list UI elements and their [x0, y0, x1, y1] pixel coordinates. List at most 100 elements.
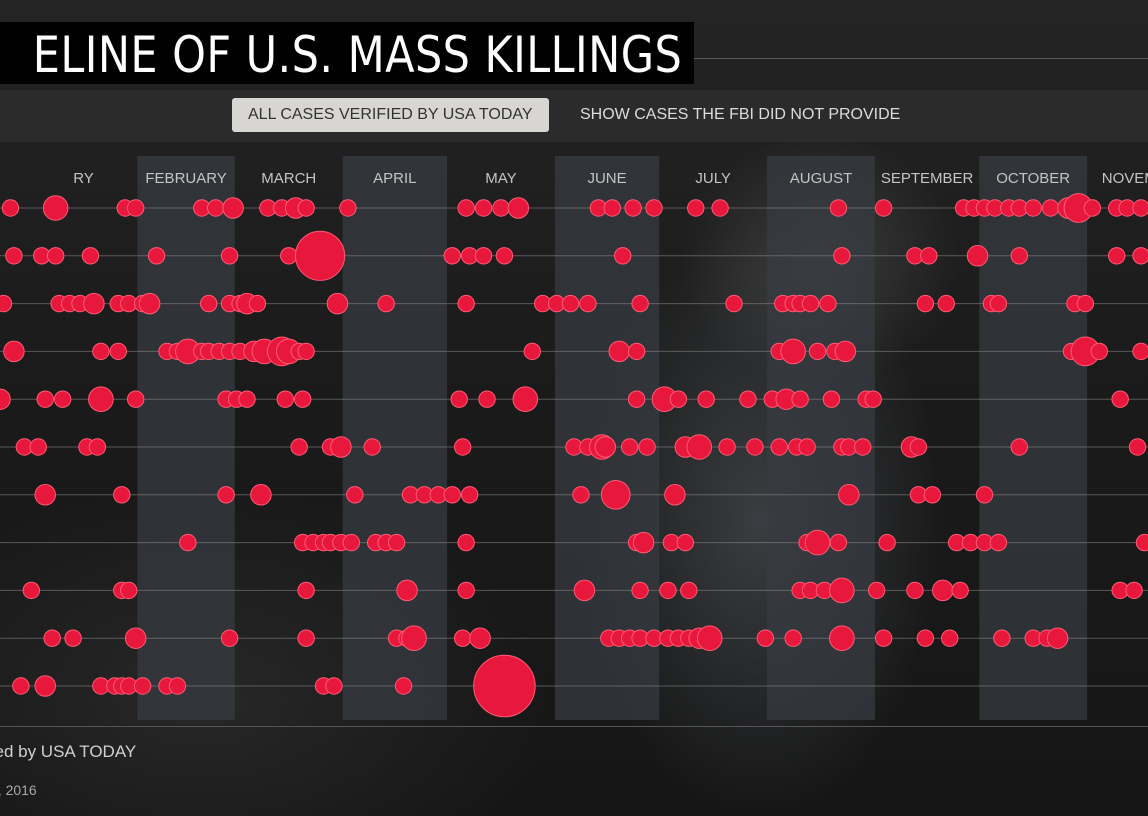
- incident-dot[interactable]: [1083, 199, 1102, 217]
- incident-dot[interactable]: [124, 627, 147, 649]
- incident-dot[interactable]: [53, 390, 72, 408]
- incident-dot[interactable]: [457, 294, 475, 313]
- incident-dot[interactable]: [941, 629, 959, 647]
- incident-dot[interactable]: [113, 486, 131, 504]
- incident-dot[interactable]: [492, 199, 510, 217]
- incident-dot[interactable]: [573, 579, 596, 602]
- incident-dot[interactable]: [594, 436, 617, 458]
- incident-dot[interactable]: [507, 197, 530, 219]
- incident-dot[interactable]: [443, 247, 461, 265]
- incident-dot[interactable]: [739, 390, 757, 408]
- incident-dot[interactable]: [686, 434, 713, 460]
- incident-dot[interactable]: [864, 390, 882, 408]
- incident-dot[interactable]: [457, 199, 475, 217]
- incident-dot[interactable]: [664, 484, 686, 506]
- incident-dot[interactable]: [168, 677, 187, 695]
- incident-dot[interactable]: [1041, 199, 1060, 217]
- incident-dot[interactable]: [923, 486, 942, 504]
- incident-dot[interactable]: [297, 581, 315, 600]
- incident-dot[interactable]: [457, 581, 475, 600]
- incident-dot[interactable]: [22, 581, 41, 600]
- incident-dot[interactable]: [1125, 581, 1143, 600]
- incident-dot[interactable]: [297, 199, 315, 217]
- incident-dot[interactable]: [819, 294, 837, 313]
- incident-dot[interactable]: [297, 342, 315, 361]
- incident-dot[interactable]: [34, 484, 56, 506]
- incident-dot[interactable]: [293, 390, 312, 408]
- incident-dot[interactable]: [325, 677, 343, 695]
- incident-dot[interactable]: [478, 390, 496, 408]
- incident-dot[interactable]: [874, 199, 893, 217]
- incident-dot[interactable]: [43, 629, 61, 647]
- incident-dot[interactable]: [725, 294, 743, 313]
- incident-dot[interactable]: [909, 438, 928, 456]
- incident-dot[interactable]: [248, 294, 267, 313]
- incident-dot[interactable]: [1010, 438, 1028, 456]
- incident-dot[interactable]: [780, 338, 806, 365]
- incident-dot[interactable]: [453, 438, 472, 456]
- incident-dot[interactable]: [937, 294, 955, 313]
- incident-dot[interactable]: [993, 629, 1011, 647]
- incident-dot[interactable]: [330, 436, 352, 458]
- incident-dot[interactable]: [0, 388, 11, 410]
- incident-dot[interactable]: [280, 247, 298, 265]
- incident-dot[interactable]: [676, 533, 695, 552]
- incident-dot[interactable]: [220, 629, 239, 647]
- incident-dot[interactable]: [572, 486, 590, 504]
- show-fbi-missing-cases-button[interactable]: SHOW CASES THE FBI DID NOT PROVIDE: [580, 106, 901, 123]
- incident-dot[interactable]: [1132, 247, 1148, 265]
- incident-dot[interactable]: [450, 390, 468, 408]
- incident-dot[interactable]: [966, 245, 989, 267]
- incident-dot[interactable]: [453, 629, 472, 647]
- incident-dot[interactable]: [147, 247, 166, 265]
- incident-dot[interactable]: [822, 390, 841, 408]
- incident-dot[interactable]: [42, 195, 69, 221]
- incident-dot[interactable]: [680, 581, 698, 600]
- incident-dot[interactable]: [474, 247, 493, 265]
- incident-dot[interactable]: [339, 199, 357, 217]
- incident-dot[interactable]: [1132, 342, 1148, 361]
- incident-dot[interactable]: [138, 292, 161, 315]
- incident-dot[interactable]: [5, 247, 23, 265]
- incident-dot[interactable]: [206, 199, 225, 217]
- incident-dot[interactable]: [659, 581, 677, 600]
- incident-dot[interactable]: [838, 484, 860, 506]
- incident-dot[interactable]: [126, 199, 145, 217]
- incident-dot[interactable]: [624, 199, 642, 217]
- incident-dot[interactable]: [120, 581, 138, 600]
- incident-dot[interactable]: [756, 629, 775, 647]
- incident-dot[interactable]: [1010, 247, 1028, 265]
- incident-dot[interactable]: [523, 342, 541, 361]
- incident-dot[interactable]: [697, 390, 715, 408]
- incident-dot[interactable]: [200, 294, 218, 313]
- all-cases-button[interactable]: ALL CASES VERIFIED BY USA TODAY: [232, 98, 549, 132]
- incident-dot[interactable]: [808, 342, 827, 361]
- incident-dot[interactable]: [29, 438, 47, 456]
- incident-dot[interactable]: [474, 199, 493, 217]
- incident-dot[interactable]: [620, 438, 639, 456]
- incident-dot[interactable]: [696, 625, 723, 652]
- incident-dot[interactable]: [638, 438, 656, 456]
- incident-dot[interactable]: [469, 627, 491, 649]
- incident-dot[interactable]: [645, 199, 663, 217]
- incident-dot[interactable]: [614, 247, 632, 265]
- incident-dot[interactable]: [627, 342, 646, 361]
- incident-dot[interactable]: [512, 386, 539, 412]
- incident-dot[interactable]: [460, 486, 479, 504]
- incident-dot[interactable]: [1111, 390, 1129, 408]
- incident-dot[interactable]: [1107, 247, 1126, 265]
- incident-dot[interactable]: [342, 533, 361, 552]
- incident-dot[interactable]: [687, 199, 705, 217]
- incident-dot[interactable]: [88, 438, 107, 456]
- incident-dot[interactable]: [88, 386, 114, 412]
- incident-dot[interactable]: [874, 629, 893, 647]
- incident-dot[interactable]: [495, 247, 514, 265]
- incident-dot[interactable]: [829, 533, 848, 552]
- incident-dot[interactable]: [1024, 199, 1042, 217]
- incident-dot[interactable]: [829, 199, 848, 217]
- incident-dot[interactable]: [81, 247, 100, 265]
- incident-dot[interactable]: [297, 629, 315, 647]
- incident-dot[interactable]: [363, 438, 381, 456]
- incident-dot[interactable]: [326, 292, 349, 315]
- incident-dot[interactable]: [878, 533, 896, 552]
